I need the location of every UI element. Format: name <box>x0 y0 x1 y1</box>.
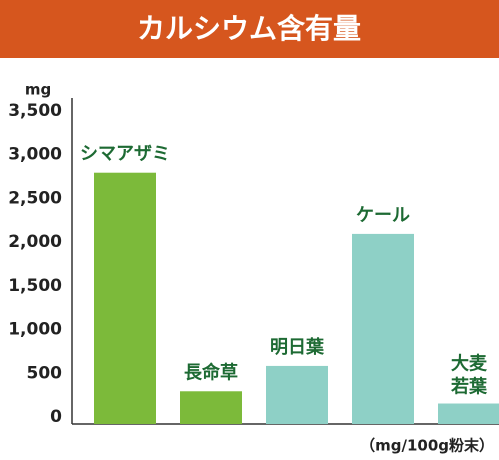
y-tick-label: 1,500 <box>8 276 62 296</box>
category-label: 長命草 <box>184 361 238 383</box>
category-label: 大麦 <box>451 353 488 375</box>
y-tick-label: 2,000 <box>8 232 62 252</box>
bar <box>180 391 242 424</box>
bar <box>352 233 414 424</box>
chart-title: カルシウム含有量 <box>137 12 361 45</box>
bar <box>94 172 156 424</box>
y-unit: mg <box>25 81 51 99</box>
bar <box>266 365 328 424</box>
y-tick-label: 2,500 <box>8 188 62 208</box>
category-label: 明日葉 <box>270 337 325 358</box>
y-tick-label: 3,000 <box>8 145 62 165</box>
category-label: 若葉 <box>450 376 488 398</box>
bar <box>438 403 499 424</box>
title-banner <box>0 0 499 58</box>
category-label: ケール <box>356 205 410 226</box>
y-tick-label: 0 <box>50 407 62 427</box>
category-label: シマアザミ <box>80 144 170 165</box>
y-tick-label: 500 <box>27 363 63 383</box>
y-tick-label: 3,500 <box>8 101 62 121</box>
y-tick-label: 1,000 <box>8 320 62 340</box>
unit-note: （mg/100g粉末） <box>360 437 494 455</box>
